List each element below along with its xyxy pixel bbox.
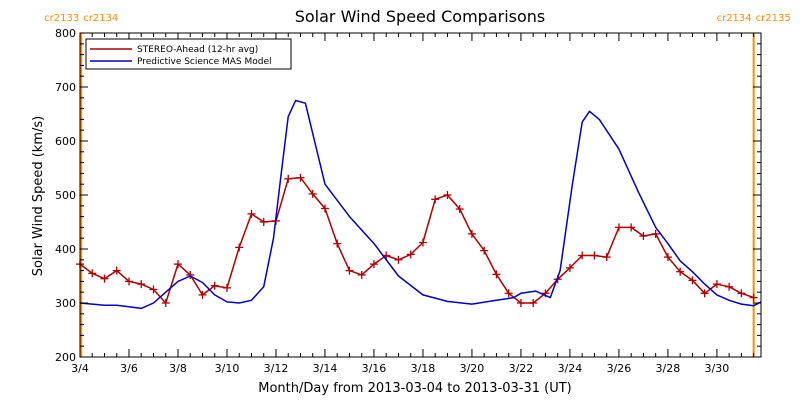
y-tick-label: 200 [55, 351, 76, 364]
series-point-0 [210, 281, 219, 290]
series-point-0 [308, 189, 317, 198]
legend: STEREO-Ahead (12-hr avg) Predictive Scie… [85, 38, 292, 70]
series-point-0 [700, 289, 709, 298]
series-point-0 [259, 218, 268, 226]
x-tick-label: 3/22 [509, 362, 534, 375]
x-tick-label: 3/12 [264, 362, 289, 375]
series-point-0 [137, 280, 146, 289]
plot-frame [79, 32, 762, 358]
x-tick-label: 3/26 [607, 362, 632, 375]
series-point-0 [320, 204, 329, 213]
series-point-0 [100, 274, 109, 283]
series-line-1 [79, 99, 762, 310]
series-point-0 [676, 267, 685, 276]
series-point-0 [737, 289, 746, 298]
series-point-0 [235, 243, 244, 252]
series-point-0 [614, 223, 623, 232]
x-tick-label: 3/24 [558, 362, 583, 375]
legend-label-mas: Predictive Science MAS Model [137, 57, 272, 67]
series-point-0 [529, 299, 538, 307]
series-point-0 [504, 289, 513, 298]
carrington-label-right: cr2135 [756, 13, 791, 24]
series-point-0 [88, 269, 97, 278]
series-point-0 [565, 263, 574, 272]
series-point-0 [222, 283, 231, 292]
series-point-0 [296, 173, 305, 182]
series-point-0 [369, 260, 378, 269]
series-point-0 [516, 299, 525, 307]
series-point-0 [443, 191, 452, 199]
series-point-0 [480, 246, 489, 255]
series-point-0 [627, 223, 636, 232]
series-point-0 [124, 277, 133, 286]
series-point-0 [284, 174, 293, 183]
series-point-0 [394, 255, 403, 264]
x-tick-label: 3/30 [705, 362, 730, 375]
x-tick-label: 3/6 [120, 362, 138, 375]
x-tick-label: 3/14 [313, 362, 338, 375]
series-point-0 [590, 251, 599, 260]
carrington-label-left: cr2133 [44, 13, 79, 24]
y-tick-label: 700 [55, 81, 76, 94]
x-tick-label: 3/10 [215, 362, 240, 375]
x-tick-label: 3/8 [169, 362, 187, 375]
series-point-0 [492, 270, 501, 279]
series-point-0 [406, 250, 415, 259]
series-point-0 [602, 253, 611, 262]
series-point-0 [161, 299, 170, 307]
series-point-0 [712, 280, 721, 289]
y-tick-label: 400 [55, 243, 76, 256]
series-point-0 [688, 276, 697, 285]
series-point-0 [431, 195, 440, 204]
carrington-label-right: cr2134 [83, 13, 118, 24]
series-point-0 [639, 232, 648, 241]
y-tick-label: 500 [55, 189, 76, 202]
y-axis-label: Solar Wind Speed (km/s) [31, 116, 46, 276]
x-tick-label: 3/28 [656, 362, 681, 375]
y-tick-label: 300 [55, 297, 76, 310]
series-point-0 [357, 270, 366, 279]
series-point-0 [455, 205, 464, 214]
carrington-label-left: cr2134 [717, 13, 752, 24]
series-line-0 [79, 176, 754, 304]
series-point-0 [149, 285, 158, 294]
series-point-0 [418, 238, 427, 247]
x-tick-label: 3/20 [460, 362, 485, 375]
x-tick-label: 3/4 [71, 362, 89, 375]
series-point-0 [345, 266, 354, 275]
series-point-0 [333, 239, 342, 248]
series-point-0 [112, 266, 121, 275]
x-tick-label: 3/16 [362, 362, 387, 375]
series-point-0 [247, 209, 256, 218]
series-point-0 [173, 260, 182, 269]
series-point-0 [663, 253, 672, 262]
y-tick-label: 600 [55, 135, 76, 148]
chart-title: Solar Wind Speed Comparisons [295, 7, 546, 26]
series-point-0 [186, 270, 195, 279]
x-tick-label: 3/18 [411, 362, 436, 375]
series-point-0 [651, 229, 660, 238]
x-axis-label: Month/Day from 2013-03-04 to 2013-03-31 … [258, 381, 571, 396]
legend-label-stereo: STEREO-Ahead (12-hr avg) [137, 45, 258, 55]
series-point-0 [749, 293, 758, 302]
series-point-0 [578, 251, 587, 260]
y-tick-label: 800 [55, 27, 76, 40]
series-point-0 [467, 229, 476, 238]
series-point-0 [725, 282, 734, 291]
legend-box [85, 38, 292, 70]
series-point-0 [198, 290, 207, 299]
